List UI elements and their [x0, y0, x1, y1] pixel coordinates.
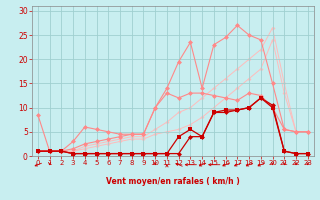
X-axis label: Vent moyen/en rafales ( km/h ): Vent moyen/en rafales ( km/h ) [106, 177, 240, 186]
